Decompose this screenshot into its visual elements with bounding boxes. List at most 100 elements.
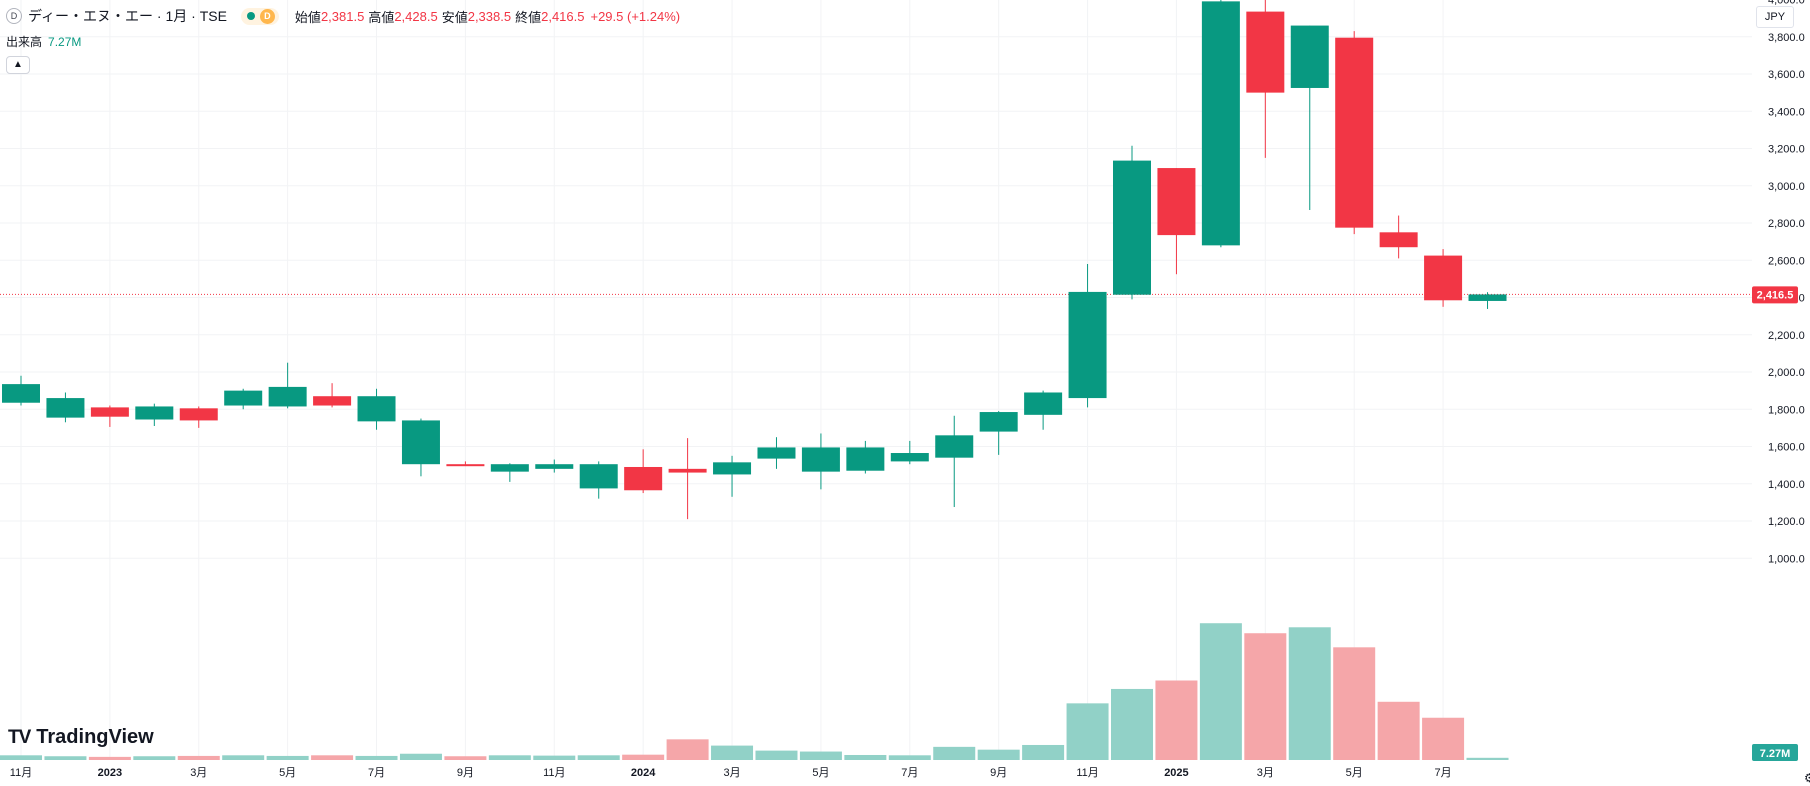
candle-body xyxy=(90,407,129,417)
time-tick-label: 2024 xyxy=(631,767,656,779)
volume-bar xyxy=(1066,703,1109,760)
time-tick-label: 11月 xyxy=(543,767,565,779)
volume-bar xyxy=(88,756,131,760)
tradingview-logo[interactable]: TV TradingView xyxy=(8,726,154,749)
volume-bar xyxy=(799,751,842,760)
change-value: +29.5 (+1.24%) xyxy=(590,8,681,24)
time-tick-label: 9月 xyxy=(457,767,474,779)
time-tick-label: 5月 xyxy=(812,767,829,779)
price-tick-label: 1,000.0 xyxy=(1768,553,1805,565)
volume-bar xyxy=(1022,744,1065,760)
candle-body xyxy=(801,447,840,472)
symbol-title[interactable]: ディー・エヌ・エー · 1月 · TSE xyxy=(28,8,227,24)
last-volume-tag xyxy=(1752,744,1798,761)
candle-body xyxy=(979,412,1018,432)
open-value: 2,381.5 xyxy=(320,8,365,24)
candle-body xyxy=(1201,1,1240,246)
volume-bar xyxy=(622,754,665,760)
collapse-legend-button[interactable]: ▲ xyxy=(6,56,30,74)
volume-value: 7.27M xyxy=(48,35,82,49)
candle xyxy=(1113,145,1151,300)
volume-bar xyxy=(266,755,309,760)
candle-body xyxy=(313,396,352,406)
price-tick-label: 1,600.0 xyxy=(1768,442,1805,454)
data-delay-badge: D xyxy=(259,8,275,24)
last-price-label: 2,416.5 xyxy=(1757,289,1794,301)
volume-bar xyxy=(1422,717,1465,760)
gear-icon[interactable]: ⚙ xyxy=(1804,771,1810,785)
candle-body xyxy=(846,447,885,471)
candle xyxy=(401,418,440,477)
candle-body xyxy=(224,390,263,406)
candle-body xyxy=(1246,11,1285,93)
time-tick-label: 11月 xyxy=(1076,767,1098,779)
volume-bar xyxy=(666,739,709,760)
logo-text: TradingView xyxy=(36,726,154,748)
volume-series xyxy=(0,623,1509,760)
candle xyxy=(1246,0,1285,158)
candle xyxy=(624,449,663,494)
candle-body xyxy=(46,398,85,418)
high-label: 高値 xyxy=(368,9,395,25)
candle-body xyxy=(890,453,929,462)
price-tick-label: 2,000.0 xyxy=(1768,367,1805,379)
volume-bar xyxy=(1111,688,1153,760)
candle xyxy=(1290,25,1329,210)
candle xyxy=(579,461,618,499)
candle xyxy=(1468,292,1507,309)
candle-body xyxy=(713,462,752,475)
price-tick-label: 3,200.0 xyxy=(1768,144,1805,156)
volume-bar xyxy=(577,755,620,760)
low-value: 2,338.5 xyxy=(467,8,512,24)
price-tick-label: 1,800.0 xyxy=(1768,404,1805,416)
time-tick-label: 3月 xyxy=(190,767,207,779)
candle xyxy=(224,388,263,410)
candle-body xyxy=(579,464,618,489)
candle xyxy=(846,440,885,474)
market-status-pill[interactable]: D xyxy=(240,7,279,25)
time-tick-label: 3月 xyxy=(1257,767,1274,779)
price-tick-label: 3,800.0 xyxy=(1768,32,1805,44)
volume-bar xyxy=(355,755,398,760)
volume-bar xyxy=(977,749,1020,760)
time-tick-label: 3月 xyxy=(723,767,740,779)
volume-bar xyxy=(1288,627,1331,760)
volume-bar xyxy=(444,756,487,760)
volume-bar xyxy=(133,756,176,760)
candle-body xyxy=(268,386,307,407)
volume-bar xyxy=(933,746,976,760)
candle xyxy=(357,388,396,430)
time-tick-label: 11月 xyxy=(10,767,32,779)
candle xyxy=(801,433,840,490)
candle xyxy=(1157,168,1196,275)
volume-bar xyxy=(0,755,42,760)
candle-body xyxy=(446,464,485,467)
candle-body xyxy=(1335,37,1374,228)
volume-bar xyxy=(1244,633,1287,760)
symbol-logo-icon[interactable]: D xyxy=(6,8,22,24)
candle xyxy=(1201,0,1240,248)
currency-button[interactable]: JPY xyxy=(1756,6,1794,28)
high-value: 2,428.5 xyxy=(394,8,438,24)
volume-bar xyxy=(222,755,265,760)
candle-body xyxy=(1424,255,1463,301)
candle xyxy=(46,392,85,423)
legend-header: D ディー・エヌ・エー · 1月 · TSE D 始値 2,381.5 高値 2,4… xyxy=(6,6,680,26)
candle-body xyxy=(401,420,440,465)
last-price-tag xyxy=(1752,286,1798,304)
time-axis xyxy=(0,760,1810,786)
time-tick-label: 5月 xyxy=(279,767,296,779)
volume-bar xyxy=(44,756,87,760)
candle xyxy=(268,362,307,409)
candle xyxy=(535,459,574,473)
chevron-up-icon: ▲ xyxy=(13,59,23,70)
volume-bar xyxy=(1466,757,1509,760)
volume-legend[interactable]: 出来高 7.27M xyxy=(6,33,81,50)
grid-lines xyxy=(0,0,1752,760)
candle xyxy=(1335,31,1374,235)
candle xyxy=(979,411,1018,455)
volume-bar xyxy=(1377,701,1420,760)
candle xyxy=(135,403,174,427)
candle xyxy=(1424,249,1463,307)
